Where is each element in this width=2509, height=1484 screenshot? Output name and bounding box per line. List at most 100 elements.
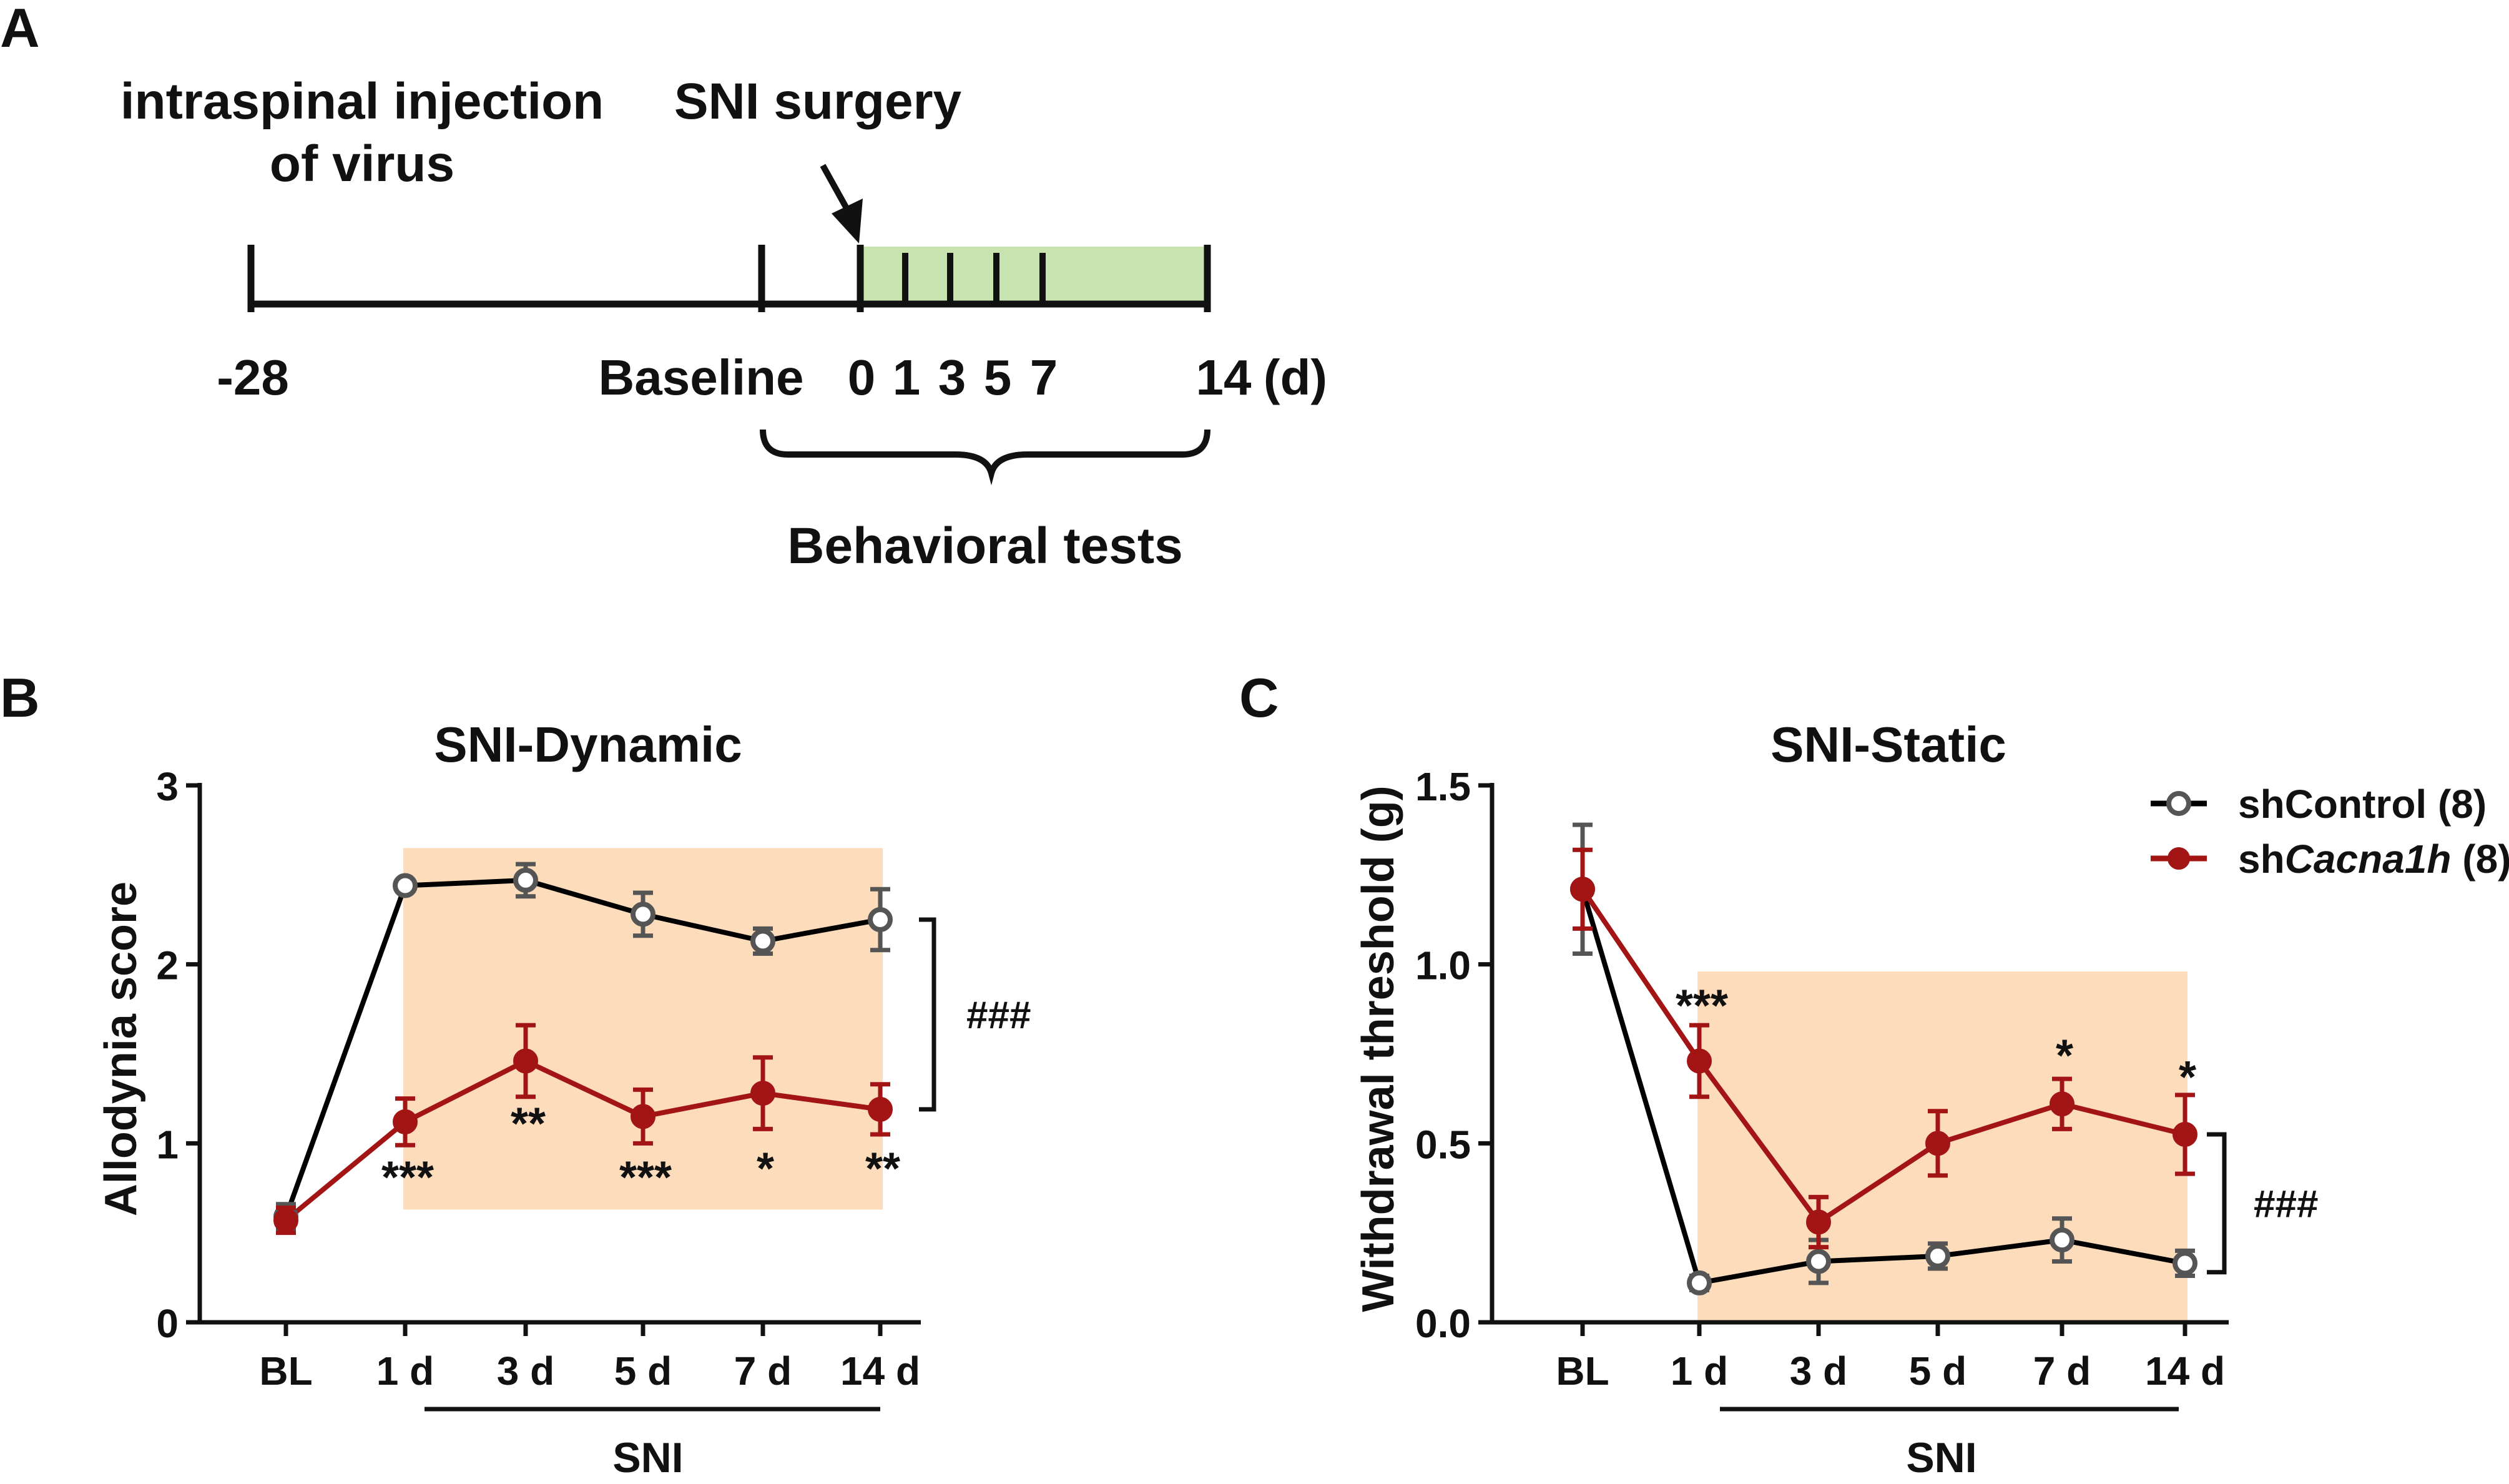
chart-b-significance-marker: * — [757, 1144, 774, 1194]
chart-c-knockdown-point — [1570, 877, 1595, 902]
chart-b-ytick-label: 2 — [156, 943, 179, 988]
timeline-label-baseline: Baseline — [598, 350, 803, 405]
chart-c-title: SNI-Static — [1770, 717, 2006, 772]
timeline-label-day7: 7 — [1030, 350, 1058, 405]
timeline-label-day3: 3 — [938, 350, 966, 405]
chart-b-xtick-label: 7 d — [734, 1349, 792, 1393]
chart-c-ytick-label: 0.5 — [1415, 1122, 1471, 1167]
chart-c-significance-marker: * — [2179, 1053, 2196, 1103]
legend-knockdown-gene: Cacna1h — [2285, 837, 2452, 882]
chart-c-knockdown-line — [1580, 888, 2186, 1225]
injection-label-line1: intraspinal injection — [120, 73, 604, 130]
panel-label-b: B — [0, 667, 40, 729]
chart-c-knockdown-point — [2173, 1122, 2197, 1147]
chart-c-ytick-label: 1.5 — [1415, 764, 1471, 809]
chart-b-knockdown-point — [750, 1081, 775, 1106]
behavior-brace — [760, 429, 1210, 486]
panel-c: C SNI-Static Withdrawal threshold (g) 0.… — [1239, 667, 2318, 1482]
chart-b-knockdown-point — [868, 1096, 893, 1122]
chart-b-control-point — [393, 873, 418, 898]
chart-c-ylabel: Withdrawal threshold (g) — [1353, 785, 1403, 1312]
chart-c-xtick-label: BL — [1556, 1349, 1609, 1393]
chart-b-title: SNI-Dynamic — [434, 717, 742, 772]
panel-b: B SNI-Dynamic Allodynia score 0 1 2 3 BL 1 d 3… — [0, 667, 1031, 1482]
chart-b-xtick-label: 1 d — [376, 1349, 434, 1393]
chart-c-control-point — [1687, 1270, 1712, 1295]
chart-c-comparison-label: ### — [2254, 1182, 2318, 1226]
chart-c-knockdown-point — [2050, 1091, 2074, 1117]
chart-c-xtick-label: 7 d — [2033, 1349, 2091, 1393]
chart-b-knockdown-point — [273, 1207, 298, 1233]
chart-b-control-point — [513, 867, 538, 893]
chart-c-series — [1570, 822, 2197, 1295]
timeline-label-day0: 0 — [848, 350, 876, 405]
chart-c-control-point — [2050, 1227, 2074, 1253]
surgery-arrow-head — [832, 199, 863, 243]
timeline-label-day5: 5 — [984, 350, 1012, 405]
chart-b-ylabel: Allodynia score — [96, 882, 146, 1216]
chart-c-control-line — [1580, 888, 2186, 1285]
behavior-brace-label: Behavioral tests — [787, 518, 1183, 574]
legend-knockdown-suffix: (8) — [2451, 837, 2509, 882]
chart-b-comparison-bracket — [919, 917, 936, 1112]
behavior-window-shade — [860, 247, 1207, 303]
chart-c-annotations: **** *### — [1676, 981, 2318, 1275]
chart-b-ytick-label: 1 — [156, 1122, 179, 1167]
chart-c-knockdown-point — [1925, 1131, 1950, 1156]
chart-b-xtick-label: BL — [259, 1349, 312, 1393]
panel-label-c: C — [1239, 667, 1279, 729]
chart-b-annotations: ******** * **### — [381, 917, 1031, 1203]
chart-b-control-point — [631, 902, 655, 927]
chart-b-significance-marker: *** — [619, 1153, 672, 1203]
chart-c-ytick-label: 0.0 — [1415, 1301, 1471, 1346]
chart-b-knockdown-line — [284, 1058, 881, 1222]
timeline-label-minus28: -28 — [217, 350, 289, 405]
chart-b-series — [273, 862, 893, 1236]
chart-c-sni-label: SNI — [1906, 1434, 1976, 1481]
chart-c-control-point — [2173, 1251, 2197, 1276]
chart-b-control-point — [750, 928, 775, 954]
chart-b-ytick-label: 3 — [156, 764, 179, 809]
chart-b-significance-marker: *** — [381, 1153, 434, 1203]
legend-knockdown-prefix: sh — [2238, 837, 2285, 882]
chart-c-xtick-label: 5 d — [1909, 1349, 1966, 1393]
chart-c-knockdown-point — [1806, 1209, 1831, 1235]
surgery-label: SNI surgery — [674, 73, 962, 130]
timeline-label-day1: 1 — [893, 350, 921, 405]
chart-c-control-point — [1806, 1249, 1831, 1274]
chart-b-knockdown-point — [393, 1109, 418, 1134]
legend-control-marker — [2166, 791, 2191, 816]
injection-label-line2: of virus — [270, 135, 454, 192]
timeline-label-unit: (d) — [1264, 350, 1327, 405]
legend: shControl (8) shCacna1h (8) — [2151, 782, 2509, 882]
legend-knockdown-marker — [2168, 847, 2190, 870]
chart-c-significance-marker: * — [2056, 1031, 2073, 1081]
panel-a: A intraspinal injection of virus SNI sur… — [0, 0, 1327, 574]
chart-b-xtick-label: 5 d — [614, 1349, 672, 1393]
chart-c-axes: 0.0 0.5 1.0 1.5 BL 1 d 3 d 5 d 7 d 14 d — [1415, 764, 2229, 1412]
chart-b-significance-marker: ** — [865, 1144, 900, 1194]
chart-b-knockdown-point — [631, 1104, 655, 1129]
chart-b-ytick-label: 0 — [156, 1301, 179, 1346]
chart-b-xtick-label: 14 d — [840, 1349, 920, 1393]
chart-b-significance-marker: ** — [511, 1099, 546, 1149]
chart-b-control-line — [283, 877, 881, 1218]
panel-label-a: A — [0, 0, 40, 59]
chart-b-sni-label: SNI — [612, 1434, 683, 1481]
legend-control-label: shControl (8) — [2238, 782, 2487, 827]
timeline-label-day14: 14 — [1196, 350, 1252, 405]
chart-c-ytick-label: 1.0 — [1415, 943, 1471, 988]
chart-b-comparison-label: ### — [966, 994, 1031, 1037]
chart-b-xtick-label: 3 d — [497, 1349, 554, 1393]
chart-b-control-point — [868, 907, 893, 932]
chart-c-xtick-label: 1 d — [1671, 1349, 1728, 1393]
legend-knockdown-label: shCacna1h (8) — [2238, 837, 2509, 882]
chart-b-knockdown-point — [513, 1048, 538, 1074]
chart-c-control-point — [1925, 1243, 1950, 1269]
chart-c-significance-marker: *** — [1676, 981, 1728, 1031]
chart-c-xtick-label: 3 d — [1790, 1349, 1847, 1393]
chart-b-axes: 0 1 2 3 BL 1 d 3 d 5 d 7 d 14 d — [156, 764, 921, 1412]
chart-c-knockdown-point — [1687, 1048, 1712, 1074]
